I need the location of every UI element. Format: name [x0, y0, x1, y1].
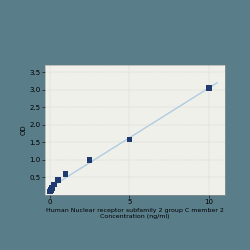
Point [207, 86, 211, 90]
Point [88, 158, 92, 162]
X-axis label: Human Nuclear receptor subfamily 2 group C member 2
Concentration (ng/ml): Human Nuclear receptor subfamily 2 group… [46, 208, 224, 219]
Point [50, 186, 54, 190]
Point [128, 138, 132, 141]
Point [52, 182, 56, 186]
Point [49, 188, 53, 192]
Y-axis label: OD: OD [21, 125, 27, 135]
Point [64, 172, 68, 176]
Point [48, 190, 52, 194]
Point [56, 178, 60, 182]
